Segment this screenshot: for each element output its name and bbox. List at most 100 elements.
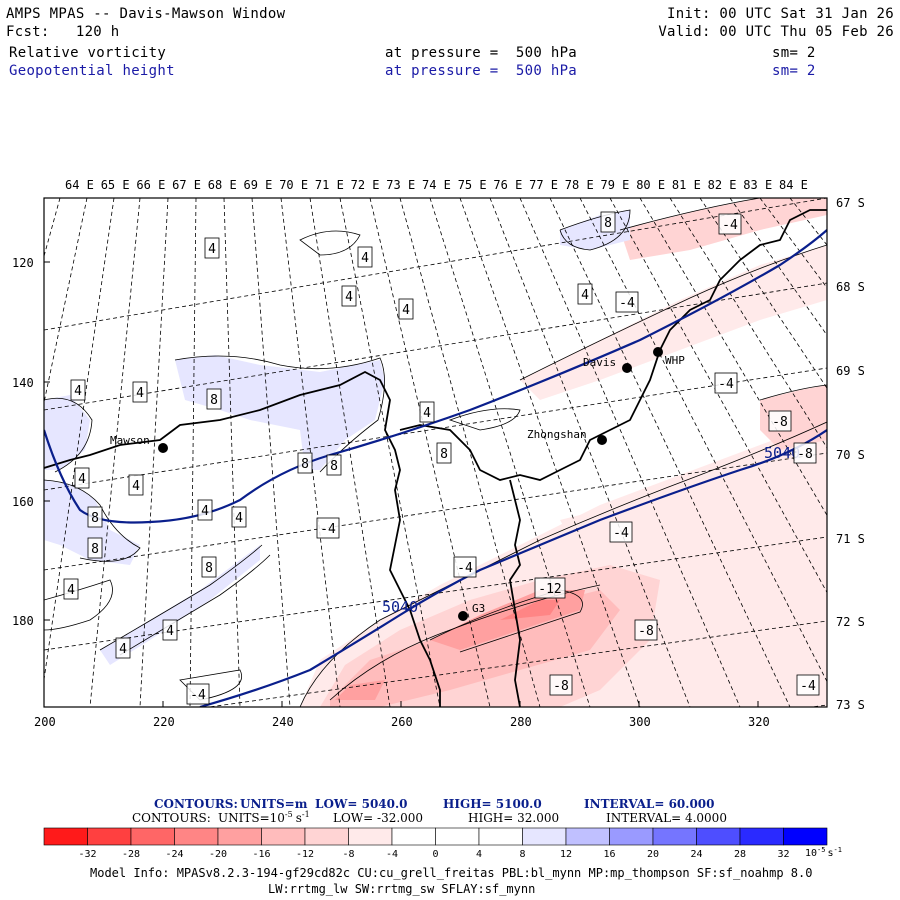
colorbar-swatch xyxy=(609,827,654,846)
left-tick-label: 120 xyxy=(12,256,34,270)
vorticity-label: 8 xyxy=(604,216,612,231)
vorticity-label-box xyxy=(231,506,247,528)
colorbar-tick-label: 4 xyxy=(476,849,482,860)
vorticity-label: 4 xyxy=(119,642,127,657)
colorbar-swatch xyxy=(478,827,523,846)
field2-smoothing: sm= 2 xyxy=(772,63,816,79)
legend-high: HIGH= 32.000 xyxy=(468,811,559,825)
vorticity-labels: 4 4 4 4 4 8 4 4 8 4 8 8 8 4 4 4 8 4 4 4 -4 -4 8 -4 -4 -4 -12 -8 -8 -4… xyxy=(63,211,820,705)
vorticity-label-box xyxy=(793,442,817,464)
station-label: Zhongshan xyxy=(527,428,587,441)
left-tick-label: 180 xyxy=(12,614,34,628)
height-contours xyxy=(44,229,827,707)
vorticity-label-box xyxy=(186,683,210,705)
bottom-tick-label: 280 xyxy=(510,715,532,729)
station-marker xyxy=(158,443,168,453)
vorticity-label: 8 xyxy=(91,511,99,526)
forecast-hour: Fcst: 120 h xyxy=(6,23,120,41)
vorticity-label-box xyxy=(615,291,639,313)
legend-units-tail: s xyxy=(296,811,302,825)
longitude-label: 80 E xyxy=(636,178,665,192)
vorticity-label-box xyxy=(609,521,633,543)
longitude-label: 82 E xyxy=(708,178,737,192)
vorticity-label: 4 xyxy=(136,386,144,401)
bottom-tick-label: 260 xyxy=(391,715,413,729)
vorticity-label: 4 xyxy=(201,504,209,519)
colorbar-swatch xyxy=(565,827,610,846)
left-axis-labels: 120 140 160 180 xyxy=(12,256,34,628)
latitude-label: 72 S xyxy=(836,615,865,629)
longitude-label: 71 E xyxy=(315,178,344,192)
vorticity-label-box xyxy=(714,372,738,394)
latitude-label: 67 S xyxy=(836,196,865,210)
station-marker xyxy=(653,347,663,357)
vorticity-label: -12 xyxy=(538,582,561,597)
colorbar-swatch xyxy=(174,827,219,846)
vorticity-label: 8 xyxy=(301,457,309,472)
axis-ticks xyxy=(43,261,759,707)
colorbar xyxy=(43,827,828,846)
longitude-label: 74 E xyxy=(422,178,451,192)
colorbar-swatch xyxy=(130,827,175,846)
colorbar-tick-label: -8 xyxy=(342,849,354,860)
height-label: 5040 xyxy=(382,598,418,616)
longitude-label: 73 E xyxy=(386,178,415,192)
bottom-tick-label: 300 xyxy=(629,715,651,729)
vorticity-label-box xyxy=(132,381,148,403)
colorbar-swatch xyxy=(261,827,306,846)
vorticity-label: -8 xyxy=(772,415,788,430)
bottom-tick-label: 220 xyxy=(153,715,175,729)
legend-high: HIGH= 5100.0 xyxy=(443,797,542,811)
colorbar-swatch xyxy=(522,827,567,846)
station-label: WHP xyxy=(665,354,685,367)
colorbar-swatch xyxy=(783,827,828,846)
longitude-label: 81 E xyxy=(672,178,701,192)
vorticity-label-box xyxy=(534,577,566,599)
vorticity-label-box xyxy=(600,211,616,233)
field1-level: at pressure = 500 hPa xyxy=(385,45,578,61)
legend-units: UNITS=10-5 s-1 xyxy=(218,810,310,825)
plot-frame xyxy=(43,197,828,708)
legend-contours-label: CONTOURS: xyxy=(132,811,211,825)
colorbar-tick-label: -28 xyxy=(122,849,140,860)
vorticity-label-box xyxy=(316,517,340,539)
stations: Mawson Davis WHP Zhongshan G3 xyxy=(110,347,685,621)
station-marker xyxy=(597,435,607,445)
vorticity-label: 8 xyxy=(210,393,218,408)
vorticity-label: 4 xyxy=(423,406,431,421)
legend-interval: INTERVAL= 60.000 xyxy=(584,797,715,811)
field1-smoothing: sm= 2 xyxy=(772,45,816,61)
colorbar-tick-label: 0 xyxy=(432,849,438,860)
station-label: Mawson xyxy=(110,434,150,447)
forecast-label: Fcst: xyxy=(6,24,50,40)
vorticity-label: 8 xyxy=(330,459,338,474)
colorbar-swatch xyxy=(43,827,88,846)
vorticity-label-box xyxy=(63,578,79,600)
vorticity-label-box xyxy=(115,637,131,659)
legend-units: UNITS=m xyxy=(240,797,308,811)
longitude-label: 78 E xyxy=(565,178,594,192)
colorbar-tick-label: 16 xyxy=(603,849,615,860)
vorticity-label-box xyxy=(162,619,178,641)
coastline xyxy=(44,209,827,707)
colorbar-swatch xyxy=(435,827,480,846)
longitude-label: 79 E xyxy=(601,178,630,192)
vorticity-label-box xyxy=(326,454,342,476)
colorbar-tick-label: 24 xyxy=(690,849,702,860)
colorbar-ticks: -32 -28 -24 -20 -16 -12 -8 -4 0 4 8 12 16 20 24 28 32 xyxy=(78,849,789,860)
longitude-label: 76 E xyxy=(493,178,522,192)
colorbar-units: 10-5 s-1 xyxy=(805,846,842,859)
valid-time: Valid: 00 UTC Thu 05 Feb 26 xyxy=(658,24,894,40)
bottom-tick-label: 240 xyxy=(272,715,294,729)
station-label: G3 xyxy=(472,602,485,615)
legend-low: LOW= -32.000 xyxy=(333,811,423,825)
vorticity-label: -4 xyxy=(718,377,734,392)
vorticity-label: 4 xyxy=(208,242,216,257)
longitude-label: 72 E xyxy=(351,178,380,192)
bottom-axis-labels: 200 220 240 260 280 300 320 xyxy=(34,715,770,729)
longitude-label: 83 E xyxy=(743,178,772,192)
colorbar-tick-label: -4 xyxy=(386,849,398,860)
vorticity-label: 4 xyxy=(132,479,140,494)
vorticity-contours xyxy=(44,198,827,707)
colorbar-swatch xyxy=(348,827,393,846)
